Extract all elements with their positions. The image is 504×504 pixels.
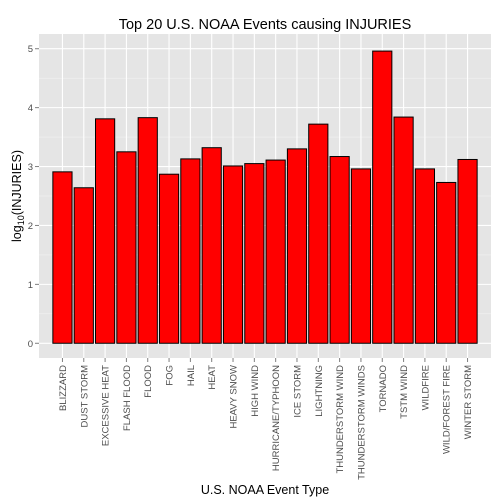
y-tick-label: 5 bbox=[28, 44, 33, 55]
x-tick-label: WILD/FOREST FIRE bbox=[442, 365, 453, 454]
y-axis-title: log10(INJURIES) bbox=[10, 150, 26, 242]
x-tick-label: FOG bbox=[165, 365, 176, 386]
bar-flood bbox=[137, 117, 158, 344]
bar-wild-forest-fire bbox=[436, 181, 457, 344]
bar-fog bbox=[158, 173, 180, 344]
bar-blizzard bbox=[52, 171, 73, 344]
x-tick-label: HURRICANE/TYPHOON bbox=[271, 365, 282, 471]
x-tick-label: THUNDERSTORM WIND bbox=[335, 365, 346, 474]
x-tick-label: FLASH FLOOD bbox=[122, 365, 133, 431]
x-tick-label: HEAT bbox=[207, 365, 218, 390]
y-tick-label: 4 bbox=[28, 103, 33, 114]
y-axis-title-rest: (INJURIES) bbox=[10, 150, 24, 215]
x-tick-label: HEAVY SNOW bbox=[229, 365, 240, 429]
x-tick-label: DUST STORM bbox=[79, 365, 90, 428]
bars-layer bbox=[52, 50, 478, 344]
y-axis-title-main: log bbox=[10, 225, 24, 242]
bar-hail bbox=[180, 158, 201, 344]
x-axis: BLIZZARD DUST STORM EXCESSIVE HEAT FLASH FL… bbox=[58, 358, 474, 480]
bar-heavy-snow bbox=[222, 165, 244, 344]
bar-high-wind bbox=[244, 163, 265, 344]
x-tick-label: TORNADO bbox=[378, 365, 389, 412]
bar-tstm-wind bbox=[393, 116, 414, 344]
y-tick-label: 2 bbox=[28, 221, 33, 232]
y-tick-label: 1 bbox=[28, 280, 33, 291]
x-axis-title: U.S. NOAA Event Type bbox=[201, 483, 329, 497]
y-tick-label: 0 bbox=[28, 339, 33, 350]
bar-winter-storm bbox=[457, 158, 478, 344]
x-tick-label: WILDFIRE bbox=[420, 365, 431, 410]
x-tick-label: FLOOD bbox=[143, 365, 154, 398]
bar-lightning bbox=[308, 123, 329, 344]
bar-hurricane-typhoon bbox=[265, 159, 286, 344]
x-tick-label: WINTER STORM bbox=[463, 365, 474, 439]
y-axis-title-subscript: 10 bbox=[16, 215, 26, 225]
x-tick-label: BLIZZARD bbox=[58, 365, 69, 411]
bar-thunderstorm-wind bbox=[329, 156, 350, 344]
x-tick-label: LIGHTNING bbox=[314, 365, 325, 417]
x-tick-label: HIGH WIND bbox=[250, 365, 261, 417]
x-tick-label: THUNDERSTORM WINDS bbox=[356, 365, 367, 480]
bar-excessive-heat bbox=[95, 118, 116, 344]
bar-tornado bbox=[372, 50, 393, 344]
bar-wildfire bbox=[414, 168, 435, 344]
x-tick-label: EXCESSIVE HEAT bbox=[101, 365, 112, 446]
bar-flash-flood bbox=[116, 151, 137, 344]
bar-heat bbox=[201, 147, 222, 344]
x-tick-label: HAIL bbox=[186, 365, 197, 386]
bar-dust-storm bbox=[73, 187, 94, 344]
x-tick-label: TSTM WIND bbox=[399, 365, 410, 419]
chart-title: Top 20 U.S. NOAA Events causing INJURIES bbox=[119, 17, 412, 33]
y-axis: 0 1 2 3 4 5 bbox=[28, 44, 39, 350]
x-tick-label: ICE STORM bbox=[292, 365, 303, 418]
bar-ice-storm bbox=[286, 148, 308, 344]
y-tick-label: 3 bbox=[28, 162, 33, 173]
bar-thunderstorm-winds bbox=[350, 168, 372, 344]
